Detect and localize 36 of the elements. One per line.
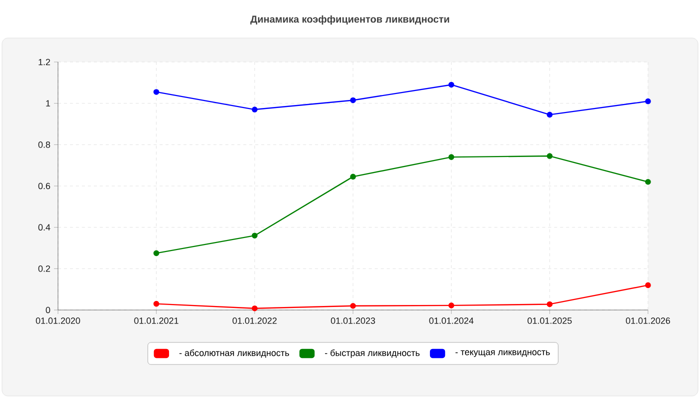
point	[153, 300, 160, 307]
point	[153, 250, 160, 256]
legend-label: - абсолютная ликвидность	[179, 349, 290, 358]
point	[153, 89, 160, 95]
y-tick-label: 1	[46, 100, 50, 106]
point	[645, 282, 651, 288]
point	[645, 178, 651, 185]
point	[350, 302, 356, 309]
x-tick-label: 01.01.2020	[36, 318, 80, 324]
point	[546, 301, 553, 308]
chart-title: Динамика коэффициентов ликвидности	[250, 15, 450, 25]
y-tick-label: 0.6	[38, 182, 50, 190]
point	[448, 302, 454, 308]
x-tick-label: 01.01.2026	[626, 318, 670, 324]
point	[252, 106, 258, 112]
point	[252, 305, 258, 312]
point	[645, 98, 651, 104]
y-tick-label: 0.8	[38, 141, 50, 148]
point	[448, 82, 454, 88]
y-tick-label: 0.4	[38, 224, 50, 231]
x-tick-label: 01.01.2024	[429, 318, 474, 324]
point	[252, 232, 258, 238]
y-tick-label: 0	[46, 306, 50, 314]
x-tick-label: 01.01.2021	[134, 318, 178, 324]
point	[546, 153, 553, 159]
x-tick-label: 01.01.2022	[232, 318, 277, 324]
x-tick-label: 01.01.2023	[330, 318, 376, 324]
point	[350, 97, 356, 104]
x-tick-label: 01.01.2025	[528, 318, 572, 324]
y-tick-label: 0.2	[38, 265, 50, 272]
y-tick-label: 1.2	[38, 58, 50, 66]
point	[350, 174, 356, 180]
legend-label: - текущая ликвидность	[456, 350, 550, 357]
point	[448, 154, 454, 160]
point	[546, 112, 553, 118]
legend-label: - быстрая ликвидность	[325, 349, 420, 358]
